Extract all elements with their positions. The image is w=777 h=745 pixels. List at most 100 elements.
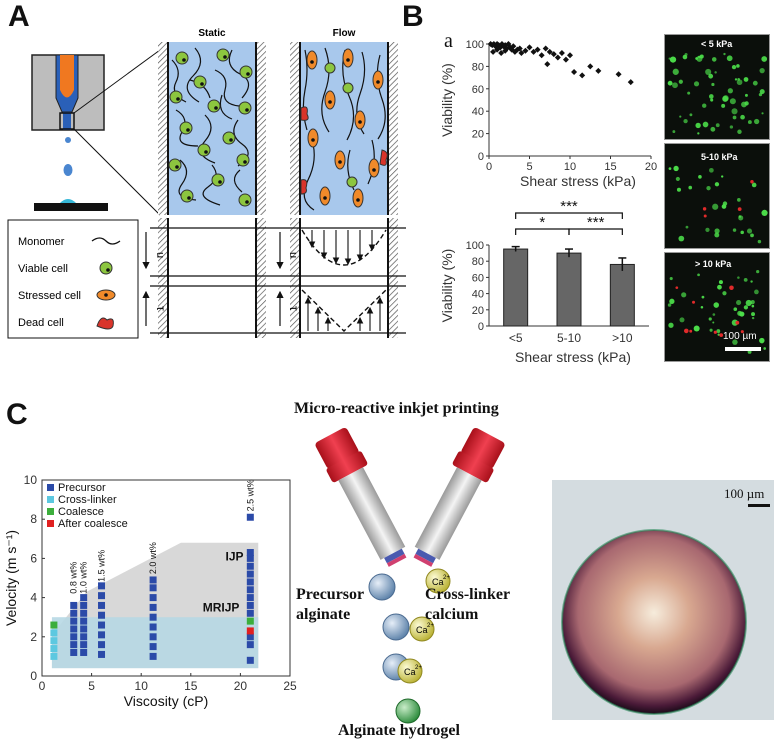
green-cell xyxy=(669,56,677,63)
green-cell xyxy=(711,57,717,62)
data-point-precursor xyxy=(98,631,106,639)
red-cell xyxy=(683,328,689,334)
red-cell xyxy=(737,207,742,212)
green-cell xyxy=(669,276,673,281)
data-point xyxy=(615,71,622,78)
green-cell xyxy=(737,198,741,202)
data-point-precursor xyxy=(149,613,157,621)
data-point-after-coalesce xyxy=(246,627,254,635)
ion-label-2: Ca xyxy=(416,625,428,635)
data-point-precursor xyxy=(246,513,254,521)
data-point-precursor xyxy=(149,623,157,631)
red-cell xyxy=(719,333,724,337)
red-cell xyxy=(750,180,754,184)
data-point-coalesce xyxy=(50,621,58,629)
green-cell xyxy=(761,112,764,115)
data-point xyxy=(544,61,551,68)
green-cell xyxy=(718,280,723,285)
x-tick-label: 25 xyxy=(283,679,297,693)
green-cell xyxy=(739,311,745,317)
data-point-precursor xyxy=(246,641,254,649)
data-point xyxy=(516,45,523,52)
data-point-precursor xyxy=(149,603,157,611)
red-cell xyxy=(702,207,707,211)
x-tick-label: 0 xyxy=(486,161,492,173)
legend-swatch xyxy=(47,520,54,527)
green-cell xyxy=(721,175,724,178)
green-cell xyxy=(708,317,712,321)
green-cell xyxy=(737,129,742,135)
micrograph-label-1: < 5 kPa xyxy=(701,39,733,49)
green-cell xyxy=(734,78,738,81)
data-point-precursor xyxy=(98,621,106,629)
data-point-precursor xyxy=(246,554,254,562)
green-cell xyxy=(750,280,753,283)
print-nozzle xyxy=(31,54,108,211)
green-cell xyxy=(715,123,720,128)
green-cell xyxy=(759,89,765,95)
mrijp-title: Micro-reactive inkjet printing xyxy=(294,400,499,417)
y-tick-label: 0 xyxy=(478,151,484,163)
data-point xyxy=(579,72,586,79)
micrograph-label-2: 5-10 kPa xyxy=(701,152,738,162)
micrograph-scale-bar xyxy=(725,347,761,351)
panel-a-legend: Monomer Viable cell Stressed cell Dead c… xyxy=(7,219,139,339)
green-cell xyxy=(687,91,691,95)
crosslinker-droplet-3 xyxy=(397,658,423,684)
data-point-precursor xyxy=(246,549,254,557)
green-cell xyxy=(673,165,679,172)
category-label: <5 xyxy=(509,331,523,345)
data-point-precursor xyxy=(70,648,78,656)
micrograph-cells-1 xyxy=(667,52,768,135)
data-point xyxy=(550,51,557,58)
plot-frame xyxy=(41,479,291,677)
data-point xyxy=(554,54,561,61)
hydrogel-bead xyxy=(395,698,421,724)
data-point-precursor xyxy=(149,633,157,641)
green-cell xyxy=(740,114,745,120)
legend-swatch xyxy=(47,484,54,491)
green-cell xyxy=(751,182,757,188)
y-tick-label: 100 xyxy=(466,39,484,51)
green-cell xyxy=(709,167,714,173)
legend-swatch xyxy=(47,496,54,503)
panel-letter-b: B xyxy=(402,0,424,33)
data-point-precursor xyxy=(149,584,157,592)
data-point xyxy=(498,49,505,56)
green-cell xyxy=(746,228,753,234)
green-cell xyxy=(705,68,712,75)
data-point-precursor xyxy=(80,594,88,602)
precursor-label-line2: alginate xyxy=(296,606,351,623)
y-axis-label: Viability (%) xyxy=(439,63,455,137)
x-tick-label: 15 xyxy=(184,679,198,693)
data-point-precursor xyxy=(246,656,254,664)
mrijp-label: MRIJP xyxy=(203,600,240,614)
data-point-precursor xyxy=(70,601,78,609)
data-point xyxy=(627,79,634,86)
y-tick-label: 80 xyxy=(472,256,484,268)
flow-label: Flow xyxy=(333,28,356,39)
green-cell xyxy=(705,227,710,232)
green-cell xyxy=(676,187,682,192)
green-cell xyxy=(710,98,714,102)
green-cell xyxy=(729,98,736,105)
x-tick-label: 15 xyxy=(604,161,616,173)
legend-stressed: Stressed cell xyxy=(18,290,81,302)
green-cell xyxy=(743,77,749,82)
data-point xyxy=(494,46,501,53)
green-cell xyxy=(722,95,729,102)
green-cell xyxy=(759,337,765,344)
viability-scatter-chart: 0 5 10 15 20 0 20 40 60 80 100 Shear stress (kPa) Vi… xyxy=(439,39,657,189)
green-cell xyxy=(763,347,767,350)
data-point-precursor xyxy=(80,641,88,649)
data-point-precursor xyxy=(70,641,78,649)
panel-letter-a: A xyxy=(8,0,30,33)
green-cell xyxy=(717,333,720,336)
hydrogel-droplet xyxy=(561,529,747,715)
data-point xyxy=(502,47,509,54)
green-cell xyxy=(668,167,672,171)
green-cell xyxy=(761,209,768,216)
green-cell xyxy=(736,64,740,68)
green-cell xyxy=(721,103,726,108)
green-cell xyxy=(697,273,700,277)
